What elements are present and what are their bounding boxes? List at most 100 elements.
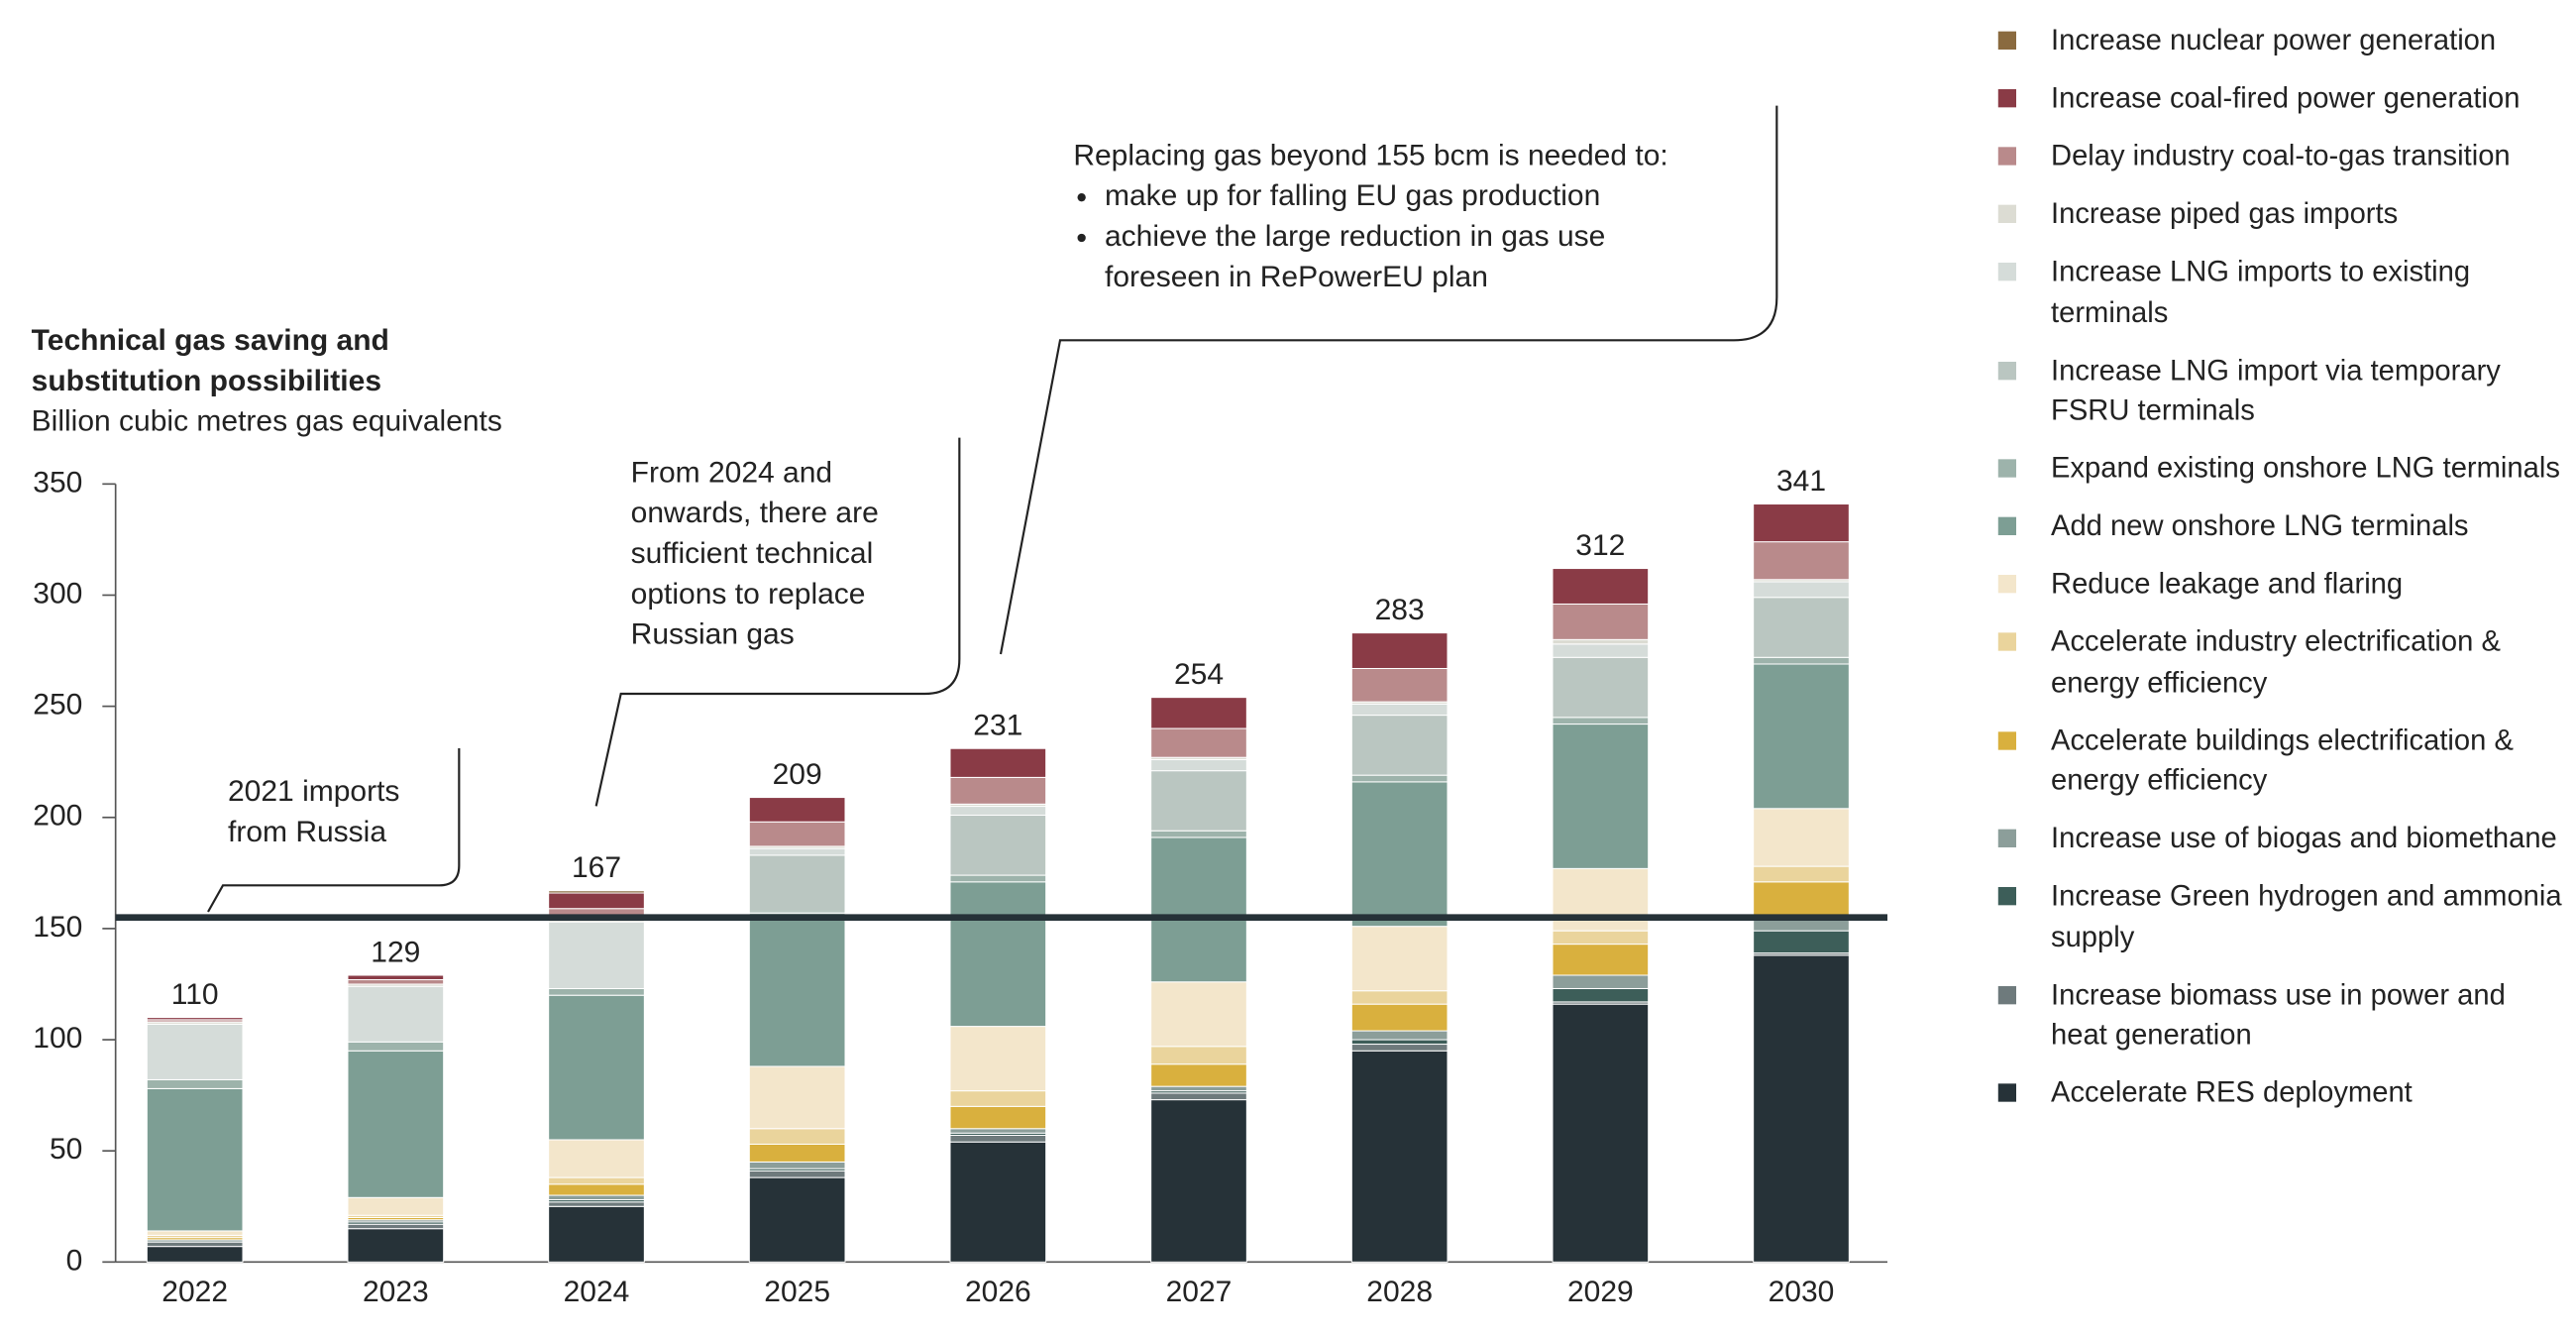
bar-segment xyxy=(1552,603,1650,640)
bar-segment xyxy=(748,1176,846,1263)
legend-label: Reduce leakage and flaring xyxy=(2051,566,2404,600)
bar-segment xyxy=(949,806,1047,817)
legend-item: Reduce leakage and flaring xyxy=(1997,563,2576,604)
legend-label: Accelerate buildings electrification & e… xyxy=(2051,723,2514,797)
bar-segment xyxy=(1552,867,1650,932)
bar-segment xyxy=(1753,656,1850,665)
legend-label: Increase LNG imports to existing termina… xyxy=(2051,254,2471,328)
total-label: 254 xyxy=(1174,658,1224,691)
legend-item: Increase biomass use in power and heat g… xyxy=(1997,974,2576,1056)
bar-segment xyxy=(1753,597,1850,658)
bar-segment xyxy=(1150,1092,1247,1101)
x-tick-label: 2025 xyxy=(764,1276,830,1308)
bar-segment xyxy=(949,747,1047,778)
callout-line xyxy=(594,437,961,807)
legend-item: Expand existing onshore LNG terminals xyxy=(1997,448,2576,489)
bar-segment xyxy=(1552,638,1650,645)
bar-segment xyxy=(949,776,1047,805)
bar-segment xyxy=(949,1134,1047,1143)
bar-segment xyxy=(1150,727,1247,758)
legend-item: Increase LNG imports to existing termina… xyxy=(1997,251,2576,332)
bar-segment xyxy=(548,921,645,989)
bar-segment xyxy=(1350,774,1449,783)
legend-label: Increase use of biogas and biomethane xyxy=(2051,821,2557,854)
legend-item: Increase use of biogas and biomethane xyxy=(1997,818,2576,858)
chart-title: substitution possibilities xyxy=(32,365,381,397)
bar-segment xyxy=(1350,1044,1449,1052)
bar-segment xyxy=(347,1196,445,1216)
bar-segment xyxy=(1753,865,1850,883)
bar-segment xyxy=(1753,930,1850,954)
bar-segment xyxy=(1150,1085,1247,1092)
bar-segment xyxy=(748,1143,846,1163)
legend-label: Increase LNG import via temporary FSRU t… xyxy=(2051,352,2501,426)
bar-segment xyxy=(1350,703,1449,717)
bar-segment xyxy=(1753,581,1850,599)
legend-swatch xyxy=(1997,730,2016,749)
y-tick-label: 250 xyxy=(33,689,82,722)
bar-segment xyxy=(548,1183,645,1196)
bar-segment xyxy=(1350,1039,1449,1046)
y-tick-label: 150 xyxy=(33,911,82,944)
bar-segment xyxy=(1350,715,1449,776)
bar-segment xyxy=(146,1087,244,1232)
y-tick-label: 0 xyxy=(66,1244,83,1277)
bar-segment xyxy=(748,1161,846,1170)
bar-segment xyxy=(347,1050,445,1198)
legend-item: Increase nuclear power generation xyxy=(1997,20,2576,60)
bar-segment xyxy=(1350,632,1449,669)
x-tick-label: 2028 xyxy=(1366,1276,1433,1308)
x-tick-label: 2027 xyxy=(1166,1276,1233,1308)
bar-segment xyxy=(748,1170,846,1178)
legend: Increase nuclear power generation Increas… xyxy=(1997,20,2576,1113)
total-label: 167 xyxy=(572,851,621,884)
total-label: 341 xyxy=(1776,465,1826,498)
bar-segment xyxy=(146,1241,244,1248)
annotation: onwards, there are xyxy=(631,497,879,529)
legend-label: Accelerate industry electrification & en… xyxy=(2051,624,2501,699)
legend-swatch xyxy=(1997,575,2016,594)
bar-segment xyxy=(949,1141,1047,1263)
legend-item: Accelerate industry electrification & en… xyxy=(1997,621,2576,703)
bar-segment xyxy=(548,1194,645,1201)
bullet xyxy=(1077,233,1086,243)
bar-segment xyxy=(1552,643,1650,658)
bar-segment xyxy=(1350,781,1449,928)
legend-label: Increase biomass use in power and heat g… xyxy=(2051,976,2506,1051)
bar-segment xyxy=(1753,954,1850,1263)
bar-segment xyxy=(1150,981,1247,1048)
bar-segment xyxy=(1552,656,1650,719)
bar-segment xyxy=(548,892,645,910)
bar-segment xyxy=(347,974,445,980)
bar-segment xyxy=(1350,1030,1449,1041)
legend-swatch xyxy=(1997,31,2016,50)
bar-segment xyxy=(347,1223,445,1230)
bar-segment xyxy=(748,919,846,1067)
bar-segment xyxy=(748,1128,846,1145)
annotation: Russian gas xyxy=(631,618,795,651)
annotation: From 2024 and xyxy=(631,456,832,489)
legend-label: Increase Green hydrogen and ammonia supp… xyxy=(2051,878,2562,952)
x-tick-label: 2029 xyxy=(1567,1276,1634,1308)
x-tick-label: 2022 xyxy=(161,1276,228,1308)
total-label: 231 xyxy=(973,709,1022,741)
legend-label: Add new onshore LNG terminals xyxy=(2051,508,2469,542)
bar-segment xyxy=(1552,724,1650,869)
bar-segment xyxy=(1350,1003,1449,1032)
x-tick-label: 2030 xyxy=(1769,1276,1835,1308)
bar-segment xyxy=(1150,770,1247,832)
bar-segment xyxy=(949,1105,1047,1130)
bar-segment xyxy=(748,1065,846,1130)
total-label: 110 xyxy=(171,978,219,1011)
legend-label: Increase piped gas imports xyxy=(2051,196,2399,230)
bar-segment xyxy=(748,847,846,856)
bar-segment xyxy=(1552,717,1650,725)
legend-box: Increase nuclear power generation Increas… xyxy=(1997,20,2576,1113)
legend-swatch xyxy=(1997,887,2016,906)
y-tick-label: 200 xyxy=(33,800,82,833)
bar-segment xyxy=(548,1205,645,1263)
y-tick-label: 50 xyxy=(50,1133,82,1166)
legend-swatch xyxy=(1997,204,2016,223)
bar-segment xyxy=(1753,663,1850,810)
